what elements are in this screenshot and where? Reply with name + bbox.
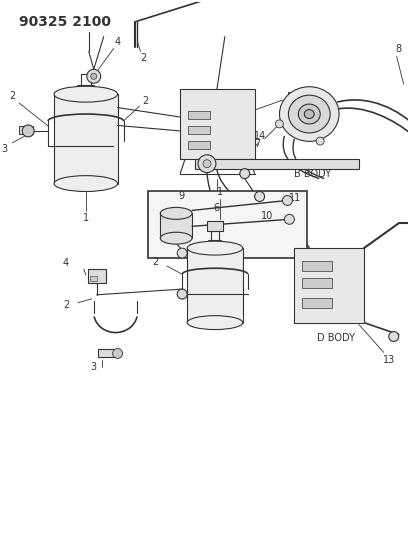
Bar — [160, 213, 192, 238]
Circle shape — [22, 125, 34, 137]
Circle shape — [203, 160, 211, 168]
Text: 1: 1 — [83, 213, 89, 223]
Text: 8: 8 — [396, 44, 402, 54]
Bar — [188, 141, 210, 149]
Text: 1: 1 — [217, 187, 223, 197]
Bar — [88, 269, 106, 283]
Circle shape — [389, 332, 399, 342]
Text: 4: 4 — [63, 258, 69, 268]
Text: 90325 2100: 90325 2100 — [19, 15, 111, 29]
Circle shape — [87, 69, 101, 83]
Circle shape — [177, 289, 187, 299]
Text: B BODY: B BODY — [294, 168, 332, 179]
Bar — [98, 350, 118, 358]
Bar — [90, 276, 97, 281]
Ellipse shape — [187, 316, 243, 329]
Bar — [207, 221, 223, 231]
Text: 10: 10 — [261, 212, 274, 221]
Circle shape — [275, 120, 283, 128]
Ellipse shape — [187, 241, 243, 255]
Ellipse shape — [160, 207, 192, 219]
Bar — [302, 278, 332, 288]
Bar — [188, 126, 210, 134]
Text: 11: 11 — [289, 193, 301, 204]
Circle shape — [91, 74, 97, 79]
Text: 5: 5 — [286, 92, 292, 102]
Text: D BODY: D BODY — [317, 333, 355, 343]
Bar — [302, 298, 332, 308]
Circle shape — [284, 214, 294, 224]
Text: 9: 9 — [178, 191, 184, 201]
Ellipse shape — [54, 175, 118, 191]
Circle shape — [177, 248, 187, 258]
Text: 2: 2 — [142, 96, 148, 106]
Ellipse shape — [288, 95, 330, 133]
Bar — [54, 94, 118, 183]
Ellipse shape — [304, 110, 314, 118]
Circle shape — [316, 137, 324, 145]
Circle shape — [112, 349, 123, 358]
Text: 3: 3 — [1, 144, 7, 154]
Text: 14: 14 — [254, 131, 266, 141]
Bar — [187, 248, 243, 322]
Text: 2: 2 — [9, 91, 16, 101]
Text: 7: 7 — [254, 139, 261, 149]
Bar — [188, 111, 210, 119]
Ellipse shape — [54, 86, 118, 102]
Circle shape — [255, 191, 265, 201]
Text: 3: 3 — [91, 362, 97, 373]
Circle shape — [283, 196, 292, 205]
Text: 13: 13 — [382, 356, 395, 365]
Text: 2: 2 — [63, 300, 69, 310]
Text: 2: 2 — [140, 53, 146, 63]
Text: 4: 4 — [115, 37, 121, 46]
Text: 2: 2 — [152, 257, 158, 267]
Bar — [19, 126, 33, 134]
Bar — [302, 261, 332, 271]
Bar — [294, 248, 364, 322]
Bar — [195, 159, 359, 168]
Text: 6: 6 — [214, 204, 220, 213]
Ellipse shape — [160, 232, 192, 244]
Circle shape — [240, 168, 249, 179]
Circle shape — [198, 155, 216, 173]
Ellipse shape — [298, 104, 320, 124]
FancyBboxPatch shape — [180, 89, 255, 159]
Bar — [148, 190, 307, 258]
Text: 12: 12 — [192, 245, 204, 255]
Ellipse shape — [279, 87, 339, 141]
